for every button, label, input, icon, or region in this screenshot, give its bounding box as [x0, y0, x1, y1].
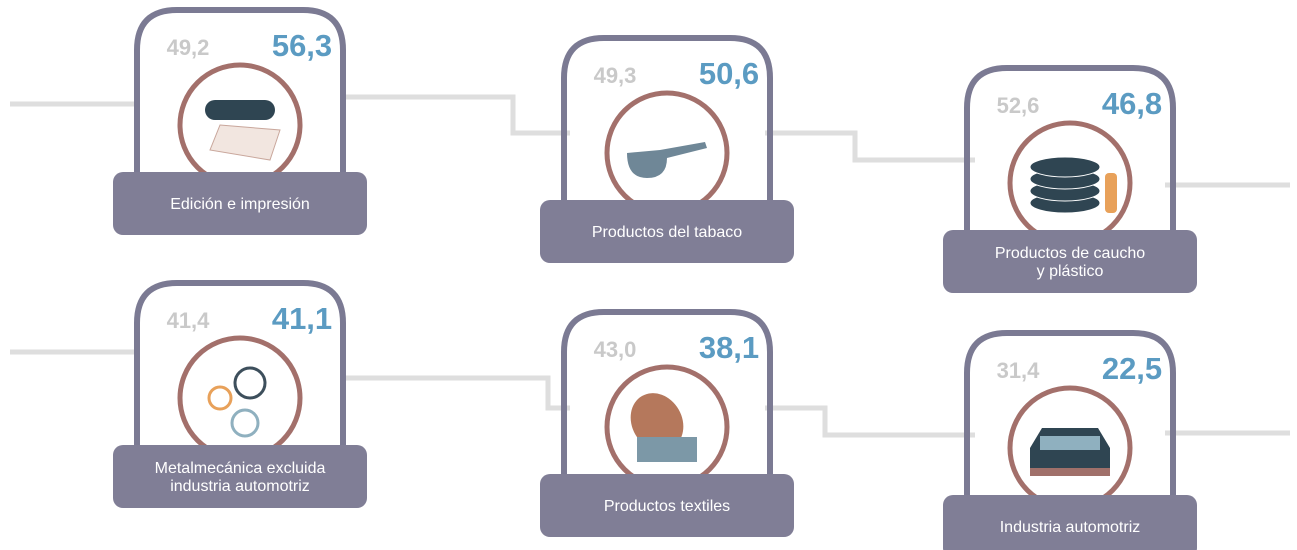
icon-part: [1030, 157, 1100, 177]
card-label: Industria automotriz: [1000, 519, 1141, 536]
card-label: Edición e impresión: [170, 196, 310, 213]
page: 49,2 56,3 Edición e impresión 49,3 50,6 Produ…: [0, 0, 1297, 550]
previous-value: 49,3: [594, 63, 637, 88]
current-value: 22,5: [1102, 351, 1162, 386]
current-value: 50,6: [699, 56, 759, 91]
current-value: 56,3: [272, 28, 332, 63]
card: 31,4 22,5 Industria automotriz: [943, 333, 1197, 550]
current-value: 38,1: [699, 330, 759, 365]
card-label: Productos del tabaco: [592, 224, 742, 241]
card: 43,0 38,1 Productos textiles: [540, 312, 794, 537]
previous-value: 43,0: [594, 337, 637, 362]
icon-part: [1030, 468, 1110, 476]
icon-part: [205, 100, 275, 120]
card-label: Metalmecánica excluida: [155, 460, 326, 477]
icon-part: [637, 437, 697, 462]
infographic: 49,2 56,3 Edición e impresión 49,3 50,6 Produ…: [0, 0, 1297, 550]
previous-value: 41,4: [167, 308, 211, 333]
connector: [340, 378, 570, 408]
previous-value: 49,2: [167, 35, 210, 60]
icon-part: [1040, 436, 1100, 450]
icon-circle: [180, 338, 300, 458]
icon-part: [1105, 173, 1117, 213]
current-value: 41,1: [272, 301, 332, 336]
card: 49,3 50,6 Productos del tabaco: [540, 38, 794, 263]
card: 49,2 56,3 Edición e impresión: [113, 10, 367, 235]
previous-value: 52,6: [997, 93, 1040, 118]
card-label: industria automotriz: [170, 478, 310, 495]
connector: [765, 408, 975, 435]
card: 41,4 41,1 Metalmecánica excluidaindustria …: [113, 283, 367, 508]
card-label: Productos de caucho: [995, 245, 1145, 262]
connector: [340, 97, 570, 133]
current-value: 46,8: [1102, 86, 1162, 121]
icon-circle: [180, 65, 300, 185]
card-label: Productos textiles: [604, 498, 730, 515]
card-label: y plástico: [1037, 263, 1104, 280]
icon-part: [1030, 428, 1110, 473]
previous-value: 31,4: [997, 358, 1041, 383]
connector: [765, 133, 975, 160]
